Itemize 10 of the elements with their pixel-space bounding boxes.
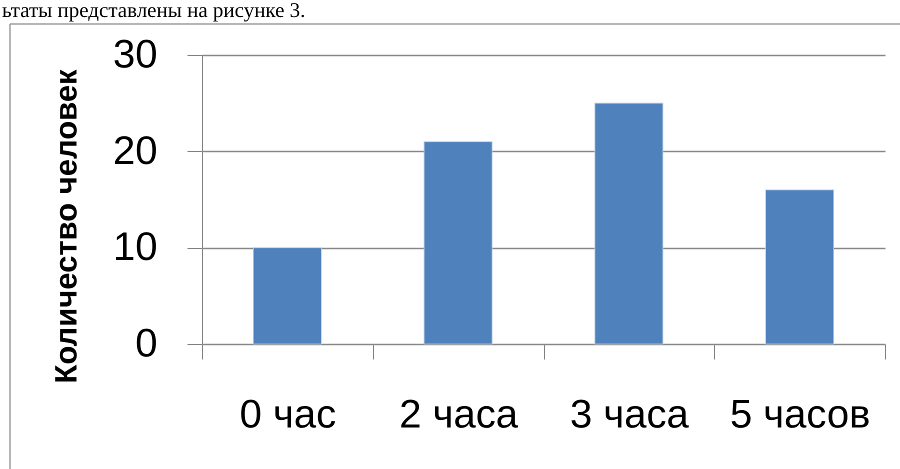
y-tick-label: 20 <box>113 128 158 173</box>
y-tick-label: 0 <box>135 322 158 366</box>
x-tick-label: 0 час <box>240 392 336 436</box>
y-axis-title: Количество человек <box>48 68 84 384</box>
y-tick-label: 30 <box>113 32 158 76</box>
text: ьтаты представлены на рисунке 3. <box>2 0 306 22</box>
x-tick-label: 3 часа <box>570 392 690 436</box>
x-tick-label: 2 часа <box>399 392 519 436</box>
y-tick-label: 10 <box>113 225 158 270</box>
x-tick-label: 5 часов <box>730 392 870 436</box>
